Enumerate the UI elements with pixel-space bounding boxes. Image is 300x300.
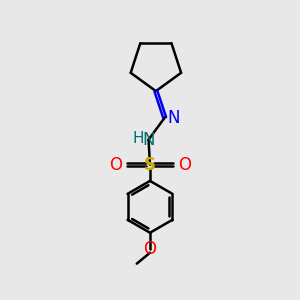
Text: O: O: [109, 156, 122, 174]
Text: N: N: [142, 131, 155, 149]
Text: O: O: [178, 156, 191, 174]
Text: H: H: [133, 131, 144, 146]
Text: N: N: [167, 109, 180, 127]
Text: S: S: [144, 156, 156, 174]
Text: O: O: [143, 240, 157, 258]
